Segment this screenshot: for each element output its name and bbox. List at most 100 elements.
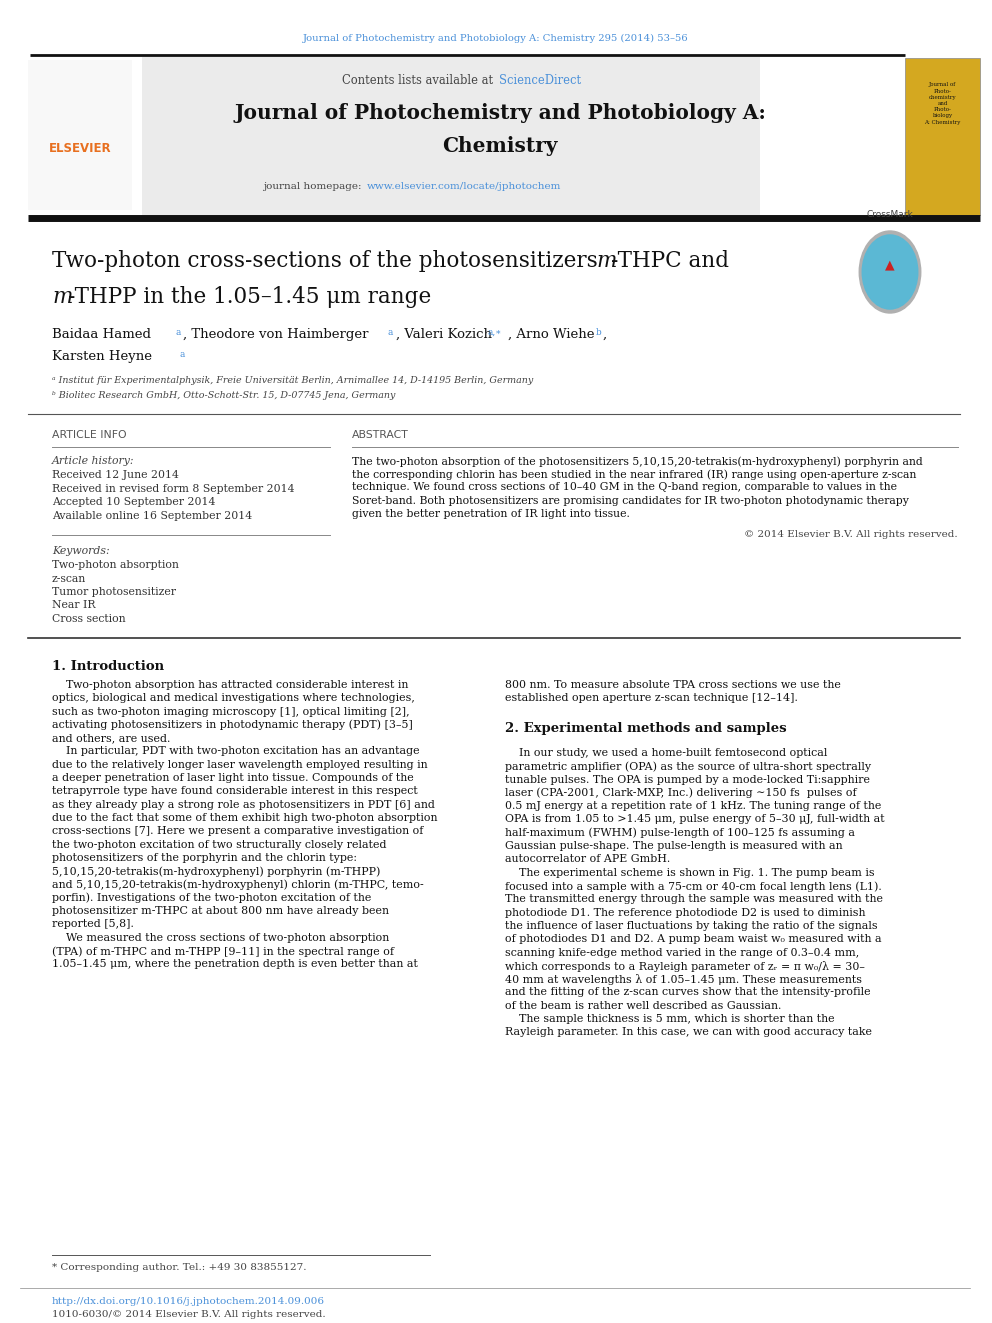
Text: a: a: [175, 328, 181, 337]
Text: given the better penetration of IR light into tissue.: given the better penetration of IR light…: [352, 509, 630, 519]
Text: 1010-6030/© 2014 Elsevier B.V. All rights reserved.: 1010-6030/© 2014 Elsevier B.V. All right…: [52, 1310, 325, 1319]
Text: Contents lists available at: Contents lists available at: [342, 74, 497, 87]
Text: Keywords:: Keywords:: [52, 546, 110, 556]
Text: * Corresponding author. Tel.: +49 30 83855127.: * Corresponding author. Tel.: +49 30 838…: [52, 1263, 307, 1271]
Text: photosensitizers of the porphyrin and the chlorin type:: photosensitizers of the porphyrin and th…: [52, 853, 357, 863]
Bar: [28, 60, 132, 210]
Text: autocorrelator of APE GmbH.: autocorrelator of APE GmbH.: [505, 855, 671, 864]
Text: , Valeri Kozich: , Valeri Kozich: [396, 328, 492, 341]
Text: Cross section: Cross section: [52, 614, 126, 624]
Bar: [905, 58, 980, 216]
Text: a,∗: a,∗: [488, 328, 502, 337]
Text: ᵇ Biolitec Research GmbH, Otto-Schott-Str. 15, D-07745 Jena, Germany: ᵇ Biolitec Research GmbH, Otto-Schott-St…: [52, 392, 396, 400]
Text: tunable pulses. The OPA is pumped by a mode-locked Ti:sapphire: tunable pulses. The OPA is pumped by a m…: [505, 774, 870, 785]
Text: porfin). Investigations of the two-photon excitation of the: porfin). Investigations of the two-photo…: [52, 893, 371, 904]
Text: © 2014 Elsevier B.V. All rights reserved.: © 2014 Elsevier B.V. All rights reserved…: [744, 531, 958, 538]
Text: The two-photon absorption of the photosensitizers 5,10,15,20-tetrakis(m-hydroxyp: The two-photon absorption of the photose…: [352, 456, 923, 467]
Text: 0.5 mJ energy at a repetition rate of 1 kHz. The tuning range of the: 0.5 mJ energy at a repetition rate of 1 …: [505, 802, 881, 811]
Text: ▲: ▲: [885, 259, 895, 273]
Circle shape: [859, 232, 921, 314]
Text: Journal of
Photo-
chemistry
and
Photo-
biology
A: Chemistry: Journal of Photo- chemistry and Photo- b…: [925, 82, 960, 124]
Text: of the beam is rather well described as Gaussian.: of the beam is rather well described as …: [505, 1000, 782, 1011]
Text: ScienceDirect: ScienceDirect: [499, 74, 581, 87]
Text: the two-photon excitation of two structurally closely related: the two-photon excitation of two structu…: [52, 840, 387, 849]
Text: -THPC and: -THPC and: [611, 250, 729, 273]
Text: Gaussian pulse-shape. The pulse-length is measured with an: Gaussian pulse-shape. The pulse-length i…: [505, 841, 842, 851]
Text: and the fitting of the z-scan curves show that the intensity-profile: and the fitting of the z-scan curves sho…: [505, 987, 871, 998]
Text: established open aperture z-scan technique [12–14].: established open aperture z-scan techniq…: [505, 693, 798, 704]
Text: CrossMark: CrossMark: [867, 210, 914, 220]
Text: http://dx.doi.org/10.1016/j.jphotochem.2014.09.006: http://dx.doi.org/10.1016/j.jphotochem.2…: [52, 1297, 325, 1306]
Text: the corresponding chlorin has been studied in the near infrared (IR) range using: the corresponding chlorin has been studi…: [352, 470, 917, 480]
Text: b: b: [596, 328, 602, 337]
Text: and others, are used.: and others, are used.: [52, 733, 171, 744]
Text: reported [5,8].: reported [5,8].: [52, 919, 134, 929]
Text: of photodiodes D1 and D2. A pump beam waist w₀ measured with a: of photodiodes D1 and D2. A pump beam wa…: [505, 934, 882, 945]
Text: ABSTRACT: ABSTRACT: [352, 430, 409, 441]
Circle shape: [862, 235, 918, 310]
Text: optics, biological and medical investigations where technologies,: optics, biological and medical investiga…: [52, 693, 415, 704]
Text: a: a: [388, 328, 394, 337]
Text: Rayleigh parameter. In this case, we can with good accuracy take: Rayleigh parameter. In this case, we can…: [505, 1027, 872, 1037]
Text: The sample thickness is 5 mm, which is shorter than the: The sample thickness is 5 mm, which is s…: [505, 1013, 834, 1024]
Text: ,: ,: [603, 328, 607, 341]
Text: ELSEVIER: ELSEVIER: [49, 142, 111, 155]
Text: Two-photon cross-sections of the photosensitizers: Two-photon cross-sections of the photose…: [52, 250, 605, 273]
Text: , Arno Wiehe: , Arno Wiehe: [508, 328, 594, 341]
Text: a: a: [180, 351, 186, 359]
Text: as they already play a strong role as photosensitizers in PDT [6] and: as they already play a strong role as ph…: [52, 799, 434, 810]
Text: Near IR: Near IR: [52, 601, 95, 610]
Text: The transmitted energy through the sample was measured with the: The transmitted energy through the sampl…: [505, 894, 883, 905]
Text: Baidaa Hamed: Baidaa Hamed: [52, 328, 151, 341]
Text: scanning knife-edge method varied in the range of 0.3–0.4 mm,: scanning knife-edge method varied in the…: [505, 947, 859, 958]
Text: parametric amplifier (OPA) as the source of ultra-short spectrally: parametric amplifier (OPA) as the source…: [505, 761, 871, 771]
Text: Tumor photosensitizer: Tumor photosensitizer: [52, 587, 176, 597]
Text: which corresponds to a Rayleigh parameter of zᵣ = π w₀/λ = 30–: which corresponds to a Rayleigh paramete…: [505, 960, 865, 972]
Text: photodiode D1. The reference photodiode D2 is used to diminish: photodiode D1. The reference photodiode …: [505, 908, 865, 918]
Text: 40 mm at wavelengths λ of 1.05–1.45 μm. These measurements: 40 mm at wavelengths λ of 1.05–1.45 μm. …: [505, 974, 862, 986]
Text: tetrapyrrole type have found considerable interest in this respect: tetrapyrrole type have found considerabl…: [52, 786, 418, 796]
Text: due to the fact that some of them exhibit high two-photon absorption: due to the fact that some of them exhibi…: [52, 814, 437, 823]
Text: www.elsevier.com/locate/jphotochem: www.elsevier.com/locate/jphotochem: [367, 183, 561, 191]
Text: Accepted 10 September 2014: Accepted 10 September 2014: [52, 497, 215, 507]
Text: Available online 16 September 2014: Available online 16 September 2014: [52, 511, 252, 520]
Text: photosensitizer m-THPC at about 800 nm have already been: photosensitizer m-THPC at about 800 nm h…: [52, 906, 389, 916]
Text: Chemistry: Chemistry: [442, 136, 558, 156]
Text: Received 12 June 2014: Received 12 June 2014: [52, 470, 179, 480]
Text: a deeper penetration of laser light into tissue. Compounds of the: a deeper penetration of laser light into…: [52, 773, 414, 783]
Text: -THPP in the 1.05–1.45 μm range: -THPP in the 1.05–1.45 μm range: [68, 286, 432, 308]
Text: z-scan: z-scan: [52, 573, 86, 583]
Text: OPA is from 1.05 to >1.45 μm, pulse energy of 5–30 μJ, full-width at: OPA is from 1.05 to >1.45 μm, pulse ener…: [505, 815, 885, 824]
Text: the influence of laser fluctuations by taking the ratio of the signals: the influence of laser fluctuations by t…: [505, 921, 878, 931]
Text: ARTICLE INFO: ARTICLE INFO: [52, 430, 127, 441]
Text: journal homepage:: journal homepage:: [263, 183, 365, 191]
Text: In our study, we used a home-built femtosecond optical: In our study, we used a home-built femto…: [505, 747, 827, 758]
Text: (TPA) of m-THPC and m-THPP [9–11] in the spectral range of: (TPA) of m-THPC and m-THPP [9–11] in the…: [52, 946, 394, 957]
Text: , Theodore von Haimberger: , Theodore von Haimberger: [183, 328, 368, 341]
Text: cross-sections [7]. Here we present a comparative investigation of: cross-sections [7]. Here we present a co…: [52, 827, 424, 836]
Text: Journal of Photochemistry and Photobiology A: Chemistry 295 (2014) 53–56: Journal of Photochemistry and Photobiolo…: [304, 34, 688, 44]
Text: In particular, PDT with two-photon excitation has an advantage: In particular, PDT with two-photon excit…: [52, 746, 420, 757]
Text: The experimental scheme is shown in Fig. 1. The pump beam is: The experimental scheme is shown in Fig.…: [505, 868, 875, 877]
Text: ᵃ Institut für Experimentalphysik, Freie Universität Berlin, Arnimallee 14, D-14: ᵃ Institut für Experimentalphysik, Freie…: [52, 376, 534, 385]
Text: 800 nm. To measure absolute TPA cross sections we use the: 800 nm. To measure absolute TPA cross se…: [505, 680, 841, 691]
Text: 1. Introduction: 1. Introduction: [52, 660, 164, 673]
Text: 2. Experimental methods and samples: 2. Experimental methods and samples: [505, 722, 787, 736]
Text: Two-photon absorption: Two-photon absorption: [52, 560, 179, 570]
Text: m: m: [52, 286, 72, 308]
Text: Soret-band. Both photosensitizers are promising candidates for IR two-photon pho: Soret-band. Both photosensitizers are pr…: [352, 496, 909, 505]
Text: half-maximum (FWHM) pulse-length of 100–125 fs assuming a: half-maximum (FWHM) pulse-length of 100–…: [505, 828, 855, 839]
Text: m: m: [596, 250, 616, 273]
Text: Karsten Heyne: Karsten Heyne: [52, 351, 152, 363]
Text: such as two-photon imaging microscopy [1], optical limiting [2],: such as two-photon imaging microscopy [1…: [52, 706, 410, 717]
Text: 1.05–1.45 μm, where the penetration depth is even better than at: 1.05–1.45 μm, where the penetration dept…: [52, 959, 418, 970]
Text: Article history:: Article history:: [52, 456, 135, 466]
Text: We measured the cross sections of two-photon absorption: We measured the cross sections of two-ph…: [52, 933, 389, 943]
Text: due to the relatively longer laser wavelength employed resulting in: due to the relatively longer laser wavel…: [52, 759, 428, 770]
Text: Two-photon absorption has attracted considerable interest in: Two-photon absorption has attracted cons…: [52, 680, 409, 691]
Text: focused into a sample with a 75-cm or 40-cm focal length lens (L1).: focused into a sample with a 75-cm or 40…: [505, 881, 882, 892]
Bar: [142, 57, 760, 216]
Text: laser (CPA-2001, Clark-MXP, Inc.) delivering ∼150 fs  pulses of: laser (CPA-2001, Clark-MXP, Inc.) delive…: [505, 789, 857, 799]
Text: technique. We found cross sections of 10–40 GM in the Q-band region, comparable : technique. We found cross sections of 10…: [352, 483, 897, 492]
Text: 5,10,15,20-tetrakis(m-hydroxyphenyl) porphyrin (m-THPP): 5,10,15,20-tetrakis(m-hydroxyphenyl) por…: [52, 867, 380, 877]
